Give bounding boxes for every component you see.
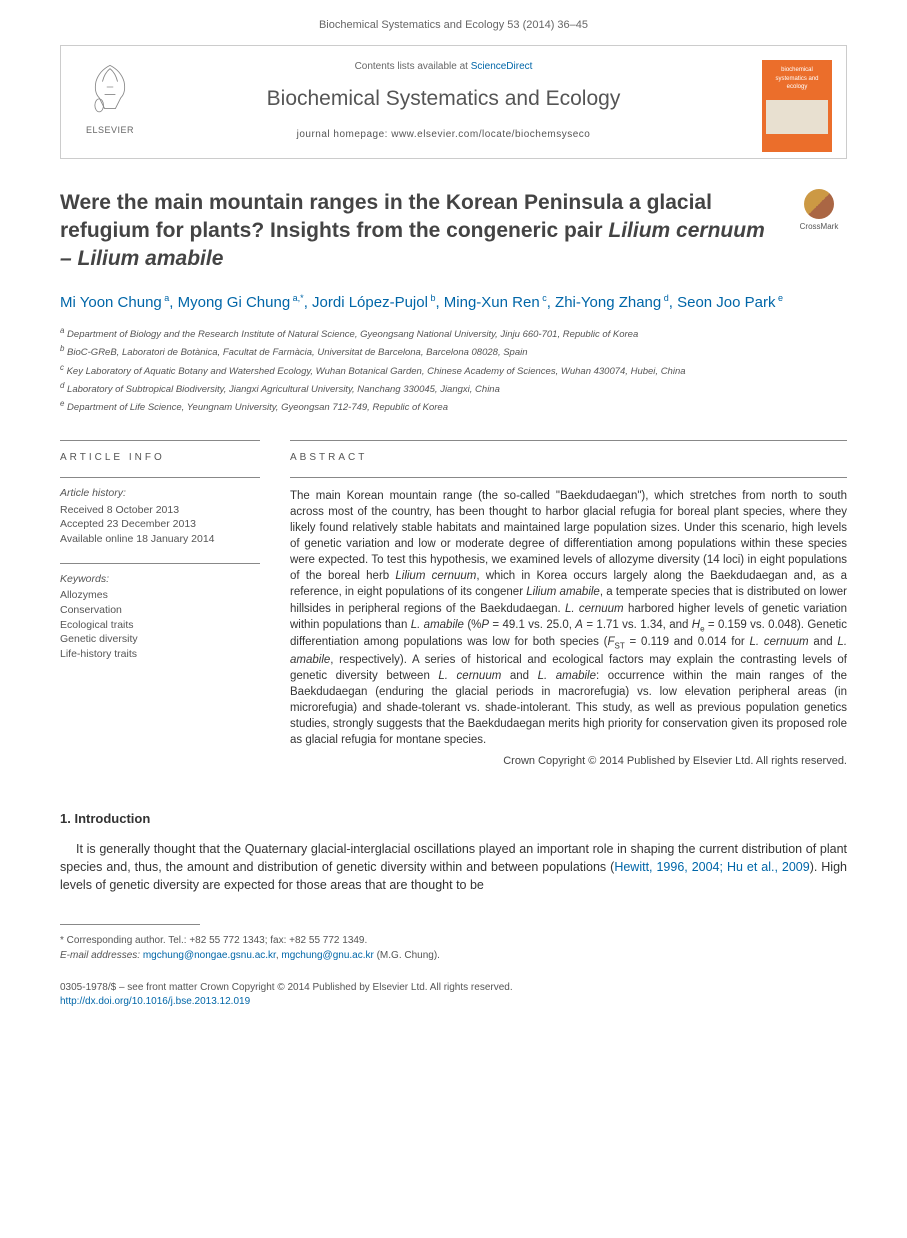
affiliation-line: e Department of Life Science, Yeungnam U… <box>60 398 847 415</box>
doi-link[interactable]: http://dx.doi.org/10.1016/j.bse.2013.12.… <box>60 995 847 1009</box>
author-affil-sup: c <box>540 293 547 303</box>
email-line: E-mail addresses: mgchung@nongae.gsnu.ac… <box>60 948 847 963</box>
affiliation-line: a Department of Biology and the Research… <box>60 325 847 342</box>
affiliation-line: c Key Laboratory of Aquatic Botany and W… <box>60 362 847 379</box>
cover-title: biochemical systematics and ecology <box>766 66 828 91</box>
keywords-block: Keywords: AllozymesConservationEcologica… <box>60 563 260 662</box>
publication-info: 0305-1978/$ – see front matter Crown Cop… <box>60 981 847 1009</box>
author-name[interactable]: Zhi-Yong Zhang <box>555 294 661 311</box>
sciencedirect-link[interactable]: ScienceDirect <box>471 61 533 72</box>
homepage-url[interactable]: www.elsevier.com/locate/biochemsyseco <box>391 129 590 140</box>
article-info-heading: ARTICLE INFO <box>60 440 260 465</box>
abstract-heading: ABSTRACT <box>290 440 847 465</box>
issn-copyright: 0305-1978/$ – see front matter Crown Cop… <box>60 981 847 995</box>
crossmark-badge[interactable]: CrossMark <box>791 189 847 232</box>
email-label: E-mail addresses: <box>60 950 143 961</box>
article-history-block: Article history: Received 8 October 2013… <box>60 477 260 547</box>
journal-name: Biochemical Systematics and Ecology <box>161 84 726 113</box>
corresponding-author: * Corresponding author. Tel.: +82 55 772… <box>60 933 847 948</box>
affiliation-line: b BioC-GReB, Laboratori de Botànica, Fac… <box>60 343 847 360</box>
keyword-item: Allozymes <box>60 588 260 603</box>
journal-reference: Biochemical Systematics and Ecology 53 (… <box>0 0 907 45</box>
keyword-item: Ecological traits <box>60 618 260 633</box>
introduction-section: 1. Introduction It is generally thought … <box>60 810 847 895</box>
keyword-item: Genetic diversity <box>60 632 260 647</box>
article-title: Were the main mountain ranges in the Kor… <box>60 189 791 274</box>
email-suffix: (M.G. Chung). <box>374 950 440 961</box>
author-affil-sup: a <box>162 293 170 303</box>
affiliation-line: d Laboratory of Subtropical Biodiversity… <box>60 380 847 397</box>
keyword-item: Life-history traits <box>60 647 260 662</box>
journal-header: ELSEVIER biochemical systematics and eco… <box>60 45 847 158</box>
author-affil-sup: a,* <box>290 293 304 303</box>
elsevier-tree-icon <box>83 60 137 114</box>
crossmark-icon <box>804 189 834 219</box>
author-affil-sup: e <box>776 293 784 303</box>
affiliations-list: a Department of Biology and the Research… <box>60 325 847 416</box>
contents-prefix: Contents lists available at <box>355 61 471 72</box>
author-name[interactable]: Myong Gi Chung <box>178 294 291 311</box>
author-name[interactable]: Mi Yoon Chung <box>60 294 162 311</box>
elsevier-label: ELSEVIER <box>75 124 145 137</box>
abstract-text: The main Korean mountain range (the so-c… <box>290 477 847 748</box>
author-name[interactable]: Seon Joo Park <box>677 294 775 311</box>
footnote-separator <box>60 924 200 925</box>
history-line: Accepted 23 December 2013 <box>60 517 260 532</box>
journal-cover-thumbnail: biochemical systematics and ecology <box>762 60 832 152</box>
authors-list: Mi Yoon Chung a, Myong Gi Chung a,*, Jor… <box>60 292 847 313</box>
email-link[interactable]: mgchung@gnu.ac.kr <box>281 950 373 961</box>
article-info-column: ARTICLE INFO Article history: Received 8… <box>60 440 260 770</box>
email-link[interactable]: mgchung@nongae.gsnu.ac.kr <box>143 950 276 961</box>
body-paragraph: It is generally thought that the Quatern… <box>60 840 847 894</box>
abstract-copyright: Crown Copyright © 2014 Published by Else… <box>290 754 847 769</box>
author-affil-sup: b <box>428 293 436 303</box>
citation-link[interactable]: Hewitt, 1996, 2004; Hu et al., 2009 <box>614 860 809 874</box>
author-name[interactable]: Ming-Xun Ren <box>444 294 540 311</box>
contents-available-line: Contents lists available at ScienceDirec… <box>161 60 726 74</box>
footnotes: * Corresponding author. Tel.: +82 55 772… <box>60 933 847 963</box>
history-line: Available online 18 January 2014 <box>60 532 260 547</box>
elsevier-logo: ELSEVIER <box>75 60 145 136</box>
homepage-prefix: journal homepage: <box>297 129 392 140</box>
keywords-label: Keywords: <box>60 572 260 587</box>
keyword-item: Conservation <box>60 603 260 618</box>
history-label: Article history: <box>60 486 260 501</box>
section-heading: 1. Introduction <box>60 810 847 828</box>
abstract-column: ABSTRACT The main Korean mountain range … <box>290 440 847 770</box>
journal-homepage-line: journal homepage: www.elsevier.com/locat… <box>161 128 726 142</box>
history-line: Received 8 October 2013 <box>60 503 260 518</box>
author-affil-sup: d <box>661 293 669 303</box>
cover-image-placeholder <box>766 100 828 134</box>
crossmark-label: CrossMark <box>791 221 847 232</box>
author-name[interactable]: Jordi López-Pujol <box>312 294 428 311</box>
